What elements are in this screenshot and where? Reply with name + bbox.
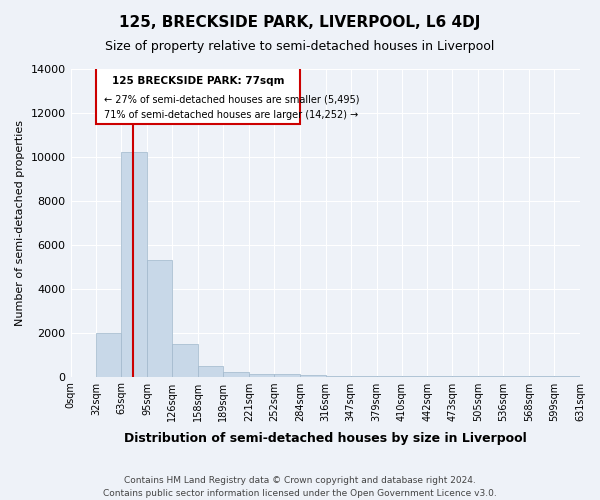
Text: Contains public sector information licensed under the Open Government Licence v3: Contains public sector information licen… bbox=[103, 488, 497, 498]
Bar bbox=[147, 260, 172, 376]
Text: 71% of semi-detached houses are larger (14,252) →: 71% of semi-detached houses are larger (… bbox=[104, 110, 359, 120]
Bar bbox=[274, 374, 300, 376]
Text: 125 BRECKSIDE PARK: 77sqm: 125 BRECKSIDE PARK: 77sqm bbox=[112, 76, 284, 86]
Text: Size of property relative to semi-detached houses in Liverpool: Size of property relative to semi-detach… bbox=[106, 40, 494, 53]
Text: Contains HM Land Registry data © Crown copyright and database right 2024.: Contains HM Land Registry data © Crown c… bbox=[124, 476, 476, 485]
FancyBboxPatch shape bbox=[97, 64, 300, 124]
Text: 125, BRECKSIDE PARK, LIVERPOOL, L6 4DJ: 125, BRECKSIDE PARK, LIVERPOOL, L6 4DJ bbox=[119, 15, 481, 30]
Bar bbox=[172, 344, 198, 376]
Y-axis label: Number of semi-detached properties: Number of semi-detached properties bbox=[15, 120, 25, 326]
Bar bbox=[223, 372, 249, 376]
Bar bbox=[97, 333, 121, 376]
X-axis label: Distribution of semi-detached houses by size in Liverpool: Distribution of semi-detached houses by … bbox=[124, 432, 527, 445]
Bar bbox=[249, 374, 274, 376]
Bar bbox=[121, 152, 147, 376]
Text: ← 27% of semi-detached houses are smaller (5,495): ← 27% of semi-detached houses are smalle… bbox=[104, 94, 360, 104]
Bar bbox=[198, 366, 223, 376]
